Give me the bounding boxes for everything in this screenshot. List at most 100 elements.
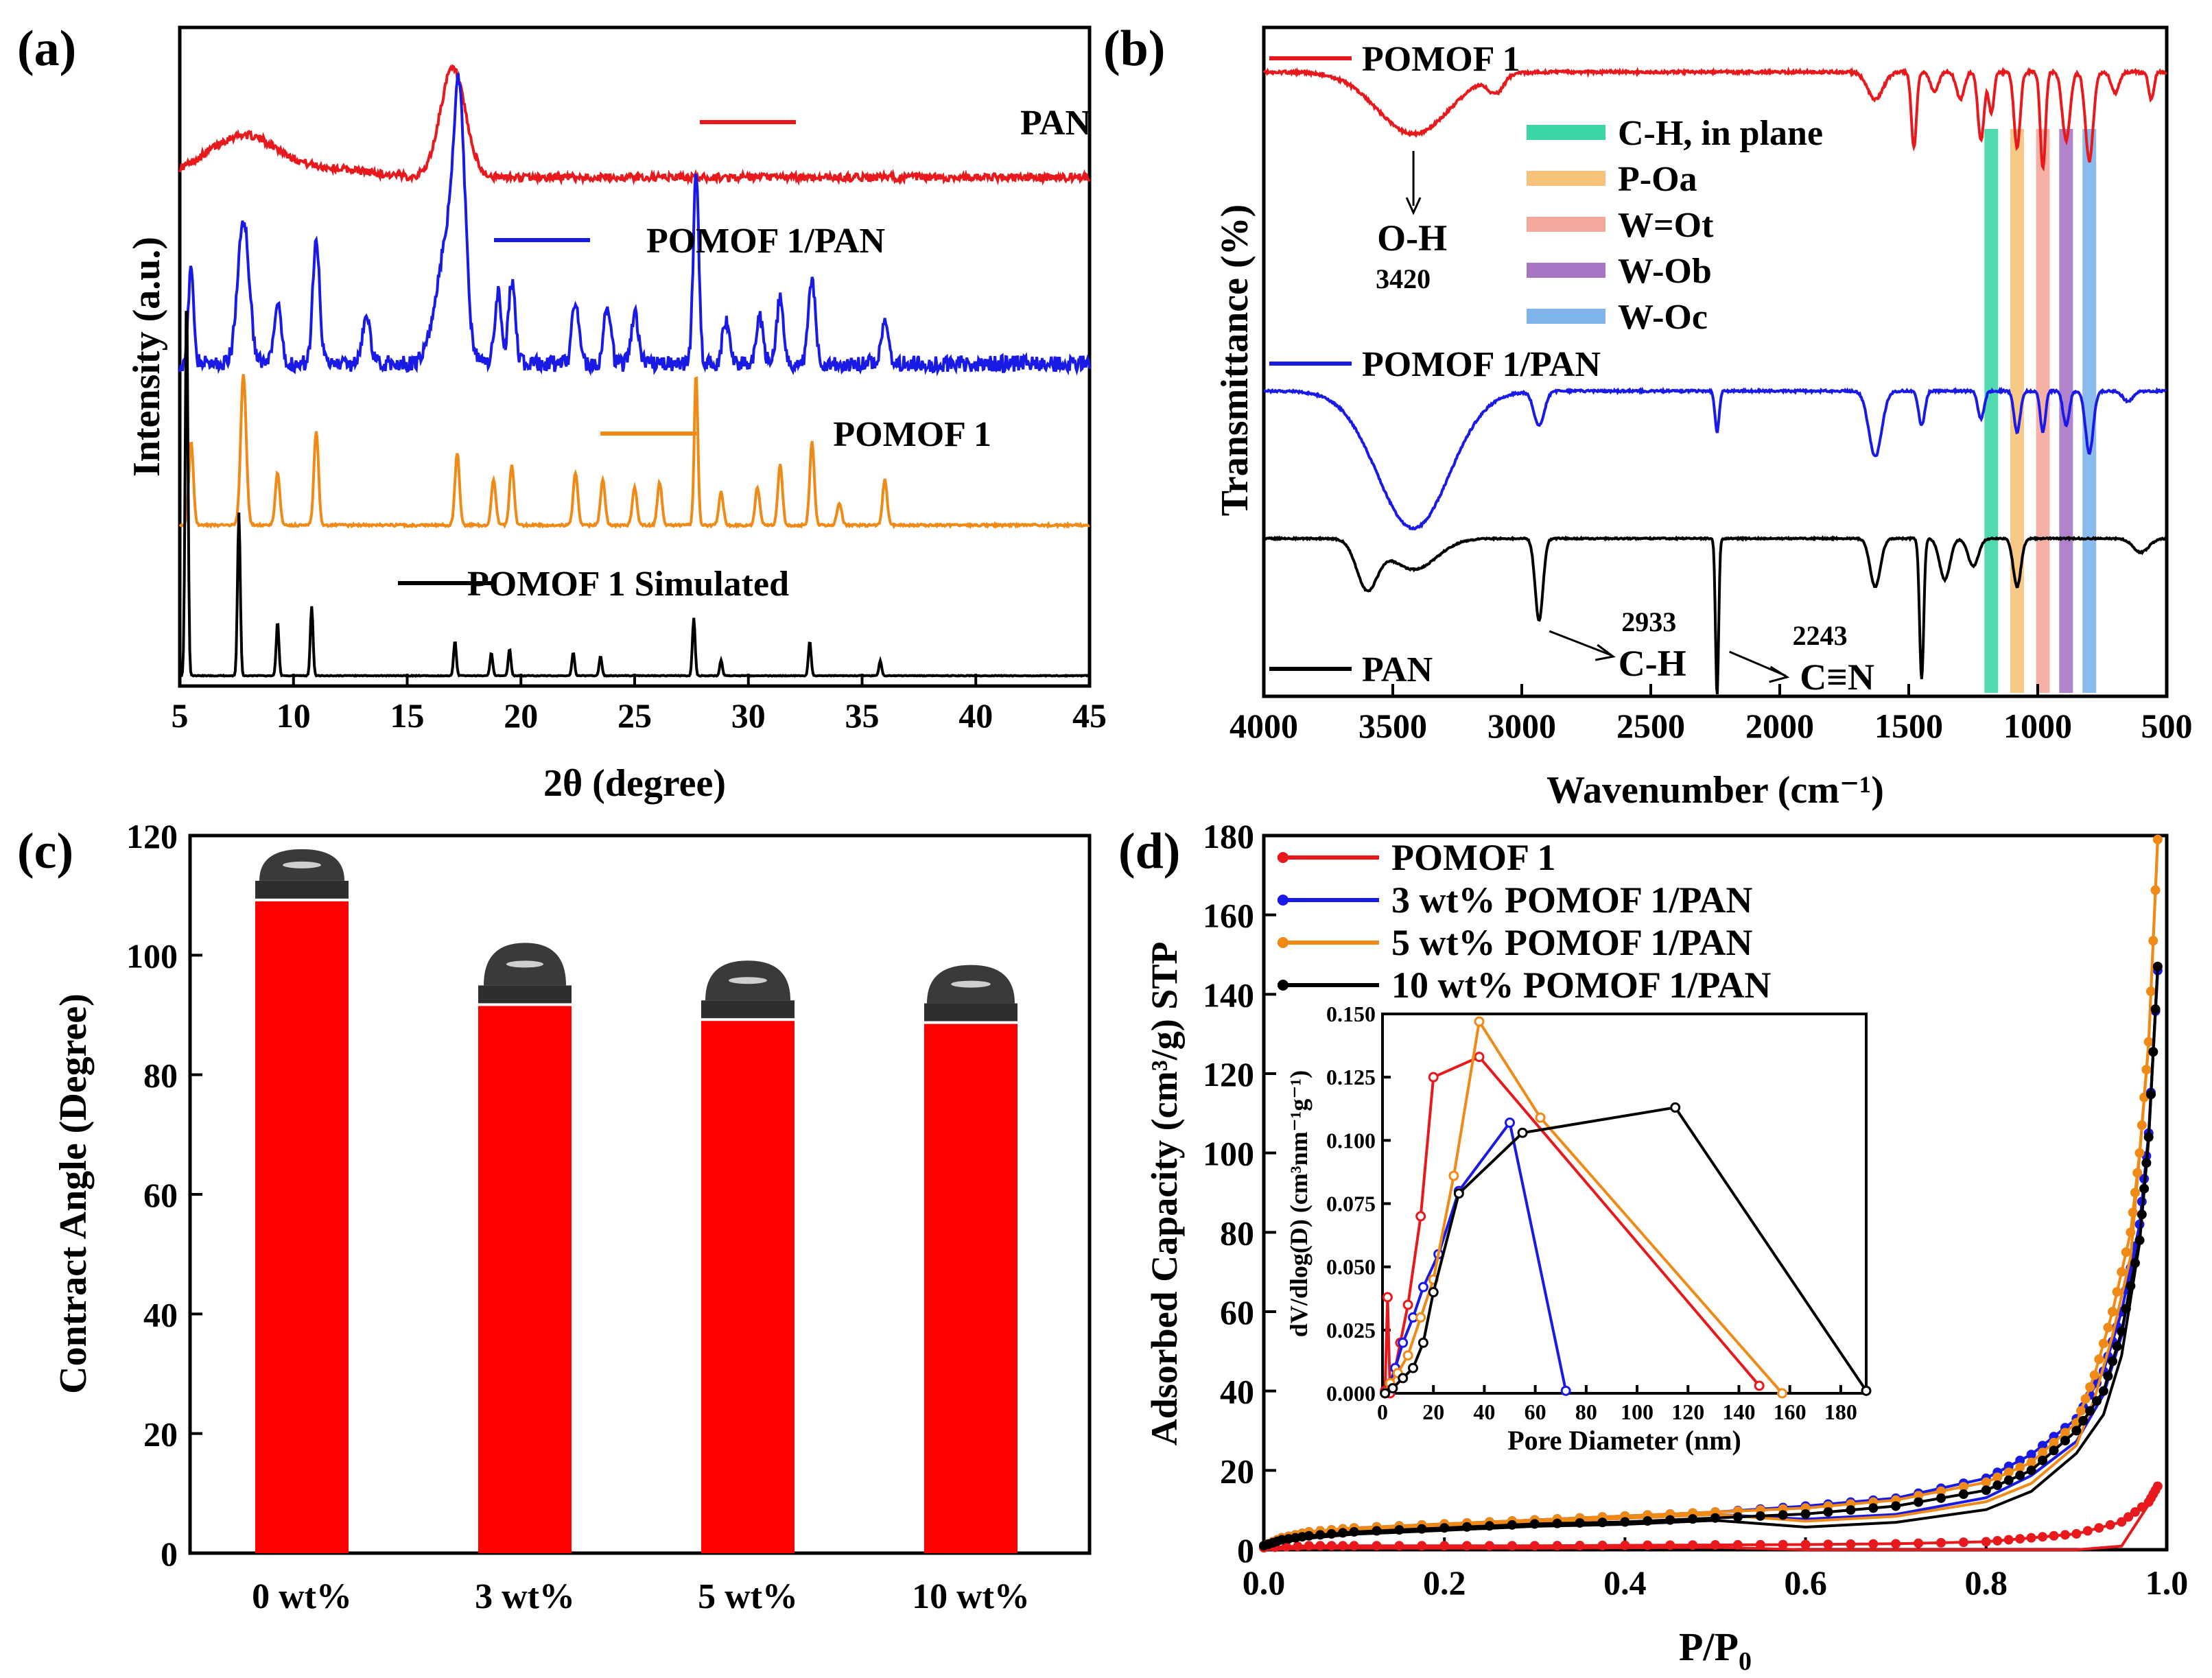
droplet-highlight: [951, 980, 991, 988]
x-tick-label: 35: [845, 696, 880, 735]
isotherm-point: [2137, 1502, 2147, 1512]
isotherm-point: [2134, 1148, 2145, 1158]
inset-point: [1398, 1337, 1409, 1348]
isotherm-point: [2003, 1467, 2014, 1478]
isotherm-point: [2078, 1416, 2089, 1426]
inset-point: [1453, 1188, 1464, 1199]
isotherm-point: [2150, 1004, 2161, 1015]
y-tick-label: 120: [1203, 1055, 1254, 1094]
isotherm-point: [2108, 1307, 2118, 1316]
x-tick-label: 0.0: [1243, 1563, 1286, 1602]
band-legend-swatch: [1527, 125, 1605, 140]
isotherm-point: [2132, 1168, 2143, 1178]
legend-label: POMOF 1 Simulated: [467, 565, 789, 604]
x-tick-label: 1.0: [2145, 1563, 2189, 1602]
isotherm-point: [2026, 1533, 2036, 1543]
inset-frame: [1381, 1013, 1868, 1395]
panel-a-legend: PAN POMOF 1/PAN POMOF 1 POMOF 1 Simulated: [398, 104, 1091, 604]
panel-b-frame: [1262, 25, 2169, 698]
annotation-value: 3420: [1376, 263, 1431, 294]
inset-x-tick-label: 20: [1422, 1399, 1444, 1424]
panel-c: (c) 0 20 40 60 80 100 120 0 wt% 3 wt% 5 wt% 10 wt…: [17, 817, 1092, 1616]
inset-x-tick-label: 0: [1377, 1399, 1388, 1424]
annotation-arrow: [1549, 630, 1612, 657]
isotherm-point: [1620, 1517, 1630, 1527]
isotherm-point: [2108, 1356, 2118, 1367]
isotherm-point: [2080, 1394, 2091, 1404]
legend-label: 3 wt% POMOF 1/PAN: [1391, 879, 1752, 921]
inset-y-tick-label: 0.125: [1326, 1065, 1376, 1089]
y-tick-label: 60: [143, 1176, 178, 1214]
x-tick-label: 5 wt%: [698, 1577, 798, 1616]
x-tick-label: 3000: [1487, 707, 1556, 745]
x-tick-label: 15: [390, 696, 425, 735]
x-tick-label: 10: [276, 696, 311, 735]
isotherm-point: [1304, 1531, 1314, 1541]
isotherm-point: [1338, 1528, 1348, 1538]
isotherm-point: [2071, 1426, 2082, 1436]
y-tick-label: 100: [1203, 1135, 1254, 1173]
isotherm-point: [1507, 1541, 1517, 1551]
y-tick-label: 20: [143, 1415, 178, 1454]
annotation-arrow: [1729, 650, 1787, 677]
inset-point: [1777, 1388, 1788, 1399]
isotherm-point: [2126, 1227, 2136, 1238]
isotherm-point: [1326, 1541, 1337, 1551]
isotherm-point: [2134, 1235, 2145, 1245]
panel-b-annotations: O-H 3420 2933 C-H 2243 C≡N: [1376, 151, 1874, 698]
band-legend-label: P-Oa: [1618, 160, 1697, 199]
isotherm-point: [1575, 1540, 1585, 1550]
panel-a: (a) 5 10 15 20 25 30 35 40 45 PAN POMOF 1/PAN POMO…: [17, 21, 1107, 805]
isotherm-point: [2071, 1528, 2082, 1539]
isotherm-point: [2152, 834, 2163, 844]
isotherm-point: [2117, 1517, 2127, 1527]
droplet-highlight: [283, 861, 321, 868]
panel-b-y-label: Transmittance (%): [1214, 204, 1256, 517]
inset-x-tick-label: 100: [1621, 1399, 1654, 1424]
x-tick-label: 40: [958, 696, 993, 735]
inset-line: [1383, 1119, 1568, 1394]
isotherm-point: [2089, 1370, 2099, 1380]
isotherm-point: [1958, 1537, 1968, 1548]
ftir-band: [2082, 129, 2097, 693]
isotherm-point: [1439, 1523, 1450, 1533]
xrd-series-line: [178, 64, 1091, 187]
isotherm-point: [2049, 1531, 2059, 1541]
droplet-substrate: [924, 1003, 1017, 1021]
isotherm-point: [2003, 1475, 2014, 1485]
isotherm-point: [1485, 1521, 1494, 1531]
annotation-value: 2933: [1621, 606, 1676, 637]
band-legend-label: W=Ot: [1618, 206, 1714, 245]
isotherm-point: [1958, 1489, 1968, 1500]
inset-x-tick-label: 40: [1473, 1399, 1495, 1424]
band-legend-swatch: [1527, 217, 1605, 232]
ftir-band: [1984, 129, 1999, 693]
isotherm-point: [2137, 1209, 2147, 1220]
isotherm-point: [2117, 1267, 2127, 1277]
y-tick-label: 160: [1203, 897, 1254, 935]
panel-a-series: [178, 64, 1091, 678]
bar: [478, 1006, 572, 1553]
y-tick-label: 80: [1220, 1214, 1254, 1252]
inset-point: [1402, 1299, 1413, 1310]
inset-point: [1380, 1388, 1391, 1399]
inset-point: [1402, 1350, 1413, 1361]
isotherm-point: [1914, 1497, 1924, 1507]
isotherm-point: [1338, 1541, 1348, 1551]
isotherm-point: [2141, 1065, 2152, 1075]
isotherm-point: [2139, 1183, 2150, 1194]
panel-b-x-ticks: 4000 3500 3000 2500 2000 1500 1000 500: [1229, 684, 2193, 745]
panel-d-series: [1259, 834, 2163, 1553]
inset-point: [1417, 1281, 1428, 1292]
isotherm-point: [2085, 1406, 2095, 1416]
legend-label: PAN: [1020, 104, 1091, 143]
isotherm-point: [2112, 1341, 2122, 1351]
isotherm-point: [2085, 1382, 2095, 1392]
isotherm-point: [2094, 1523, 2104, 1533]
isotherm-point: [1552, 1518, 1562, 1528]
isotherm-point: [1620, 1540, 1630, 1550]
isotherm-point: [2026, 1465, 2036, 1476]
x-tick-label: 2500: [1616, 707, 1685, 745]
isotherm-point: [1800, 1539, 1811, 1550]
